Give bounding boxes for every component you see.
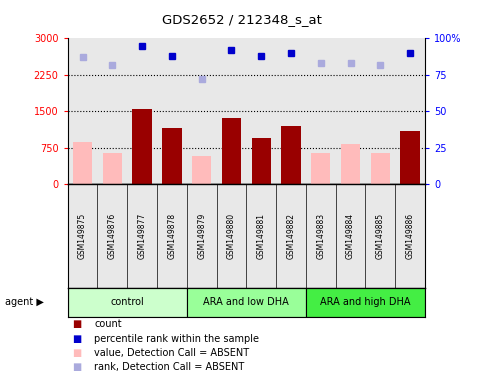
Text: value, Detection Call = ABSENT: value, Detection Call = ABSENT (94, 348, 249, 358)
Text: GSM149886: GSM149886 (406, 213, 414, 259)
Text: ■: ■ (72, 348, 82, 358)
Bar (400, 131, 420, 184)
Bar (162, 128, 182, 184)
Bar (370, 153, 390, 184)
Text: GSM149878: GSM149878 (168, 213, 176, 259)
Bar (102, 153, 122, 184)
Text: ■: ■ (72, 319, 82, 329)
Text: ARA and high DHA: ARA and high DHA (320, 297, 411, 308)
Text: GSM149881: GSM149881 (257, 213, 266, 259)
Text: percentile rank within the sample: percentile rank within the sample (94, 334, 259, 344)
Bar (306, 288, 425, 317)
Text: GSM149880: GSM149880 (227, 213, 236, 259)
Text: rank, Detection Call = ABSENT: rank, Detection Call = ABSENT (94, 362, 244, 372)
Text: GSM149875: GSM149875 (78, 213, 87, 259)
Text: GSM149884: GSM149884 (346, 213, 355, 259)
Text: ■: ■ (72, 362, 82, 372)
Bar (341, 144, 360, 184)
Text: GSM149879: GSM149879 (197, 213, 206, 259)
Text: GSM149883: GSM149883 (316, 213, 325, 259)
Bar (281, 126, 301, 184)
Bar (73, 142, 92, 184)
Text: GSM149877: GSM149877 (138, 213, 146, 259)
Bar (311, 153, 330, 184)
Bar (132, 109, 152, 184)
Bar (252, 138, 271, 184)
Text: agent ▶: agent ▶ (5, 297, 43, 308)
Text: GDS2652 / 212348_s_at: GDS2652 / 212348_s_at (161, 13, 322, 26)
Text: GSM149885: GSM149885 (376, 213, 385, 259)
Text: ARA and low DHA: ARA and low DHA (203, 297, 289, 308)
Text: control: control (110, 297, 144, 308)
Bar (222, 118, 241, 184)
Bar (68, 288, 187, 317)
Text: GSM149882: GSM149882 (286, 213, 296, 259)
Text: count: count (94, 319, 122, 329)
Text: GSM149876: GSM149876 (108, 213, 117, 259)
Text: ■: ■ (72, 334, 82, 344)
Bar (187, 288, 306, 317)
Bar (192, 156, 212, 184)
